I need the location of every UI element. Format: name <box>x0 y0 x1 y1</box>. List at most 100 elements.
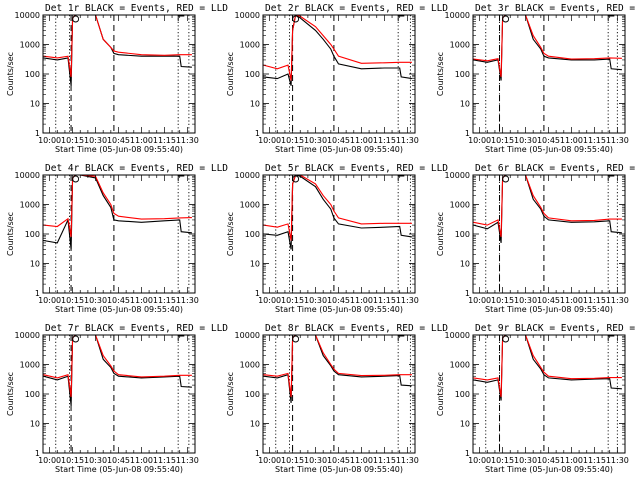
y-tick-label: 1000 <box>240 361 260 370</box>
y-axis-label: Counts/sec <box>6 372 15 416</box>
x-axis-label: Start Time (05-Jun-08 09:55:40) <box>275 305 403 314</box>
panel-det-6: Det 6r BLACK = Events, RED = LLD 1 10 100 10… <box>436 163 640 314</box>
y-tick-label: 10 <box>460 100 470 109</box>
y-axis-label: Counts/sec <box>436 372 445 416</box>
x-tick-label: 11:15 <box>583 456 606 465</box>
x-tick-label: 10:15 <box>61 296 84 305</box>
y-tick-label: 100 <box>25 230 40 239</box>
x-tick-label: 10:45 <box>107 296 130 305</box>
x-tick-label: 11:00 <box>560 456 583 465</box>
x-tick-label: 10:30 <box>84 456 107 465</box>
marker-bracket <box>607 175 615 181</box>
panel-det-5: Det 5r BLACK = Events, RED = LLD 1 10 100 10… <box>226 163 448 314</box>
y-tick-label: 1 <box>465 129 470 138</box>
panel-title: Det 5r BLACK = Events, RED = LLD <box>265 163 448 174</box>
y-axis-label: Counts/sec <box>226 212 235 256</box>
marker-circle <box>72 175 80 183</box>
lld-series-line <box>43 335 192 397</box>
x-tick-label: 10:30 <box>304 136 327 145</box>
series-group <box>43 335 192 406</box>
panel-title: Det 1r BLACK = Events, RED = LLD <box>45 3 228 14</box>
x-tick-label: 11:30 <box>396 296 419 305</box>
x-tick-label: 10:00 <box>468 136 491 145</box>
y-tick-label: 10000 <box>15 171 40 180</box>
x-tick-label: 10:30 <box>514 296 537 305</box>
lld-series-line <box>263 175 412 241</box>
x-tick-label: 11:00 <box>350 136 373 145</box>
plot-frame <box>42 334 196 454</box>
x-axis-label: Start Time (05-Jun-08 09:55:40) <box>485 145 613 154</box>
panel-det-4: Det 4r BLACK = Events, RED = LLD 1 10 100 10… <box>6 163 228 314</box>
x-tick-label: 10:45 <box>107 136 130 145</box>
events-series-line <box>43 15 192 86</box>
x-tick-label: 11:30 <box>606 136 629 145</box>
y-tick-label: 10000 <box>15 331 40 340</box>
x-tick-label: 10:15 <box>491 136 514 145</box>
y-tick-label: 100 <box>245 230 260 239</box>
lld-series-line <box>43 15 192 77</box>
plot-frame <box>472 14 626 134</box>
lld-series-line <box>263 335 412 397</box>
x-tick-label: 10:30 <box>84 296 107 305</box>
panel-title: Det 2r BLACK = Events, RED = LLD <box>265 3 448 14</box>
y-tick-label: 10 <box>250 100 260 109</box>
lld-series-line <box>263 15 412 81</box>
events-series-line <box>43 335 192 406</box>
marker-circle <box>292 175 300 183</box>
x-tick-label: 11:00 <box>130 296 153 305</box>
marker-bracket <box>397 175 405 181</box>
x-tick-label: 10:15 <box>281 296 304 305</box>
y-tick-label: 1000 <box>450 41 470 50</box>
marker-circle <box>292 335 300 343</box>
marker-bracket <box>177 15 185 21</box>
plot-frame <box>472 334 626 454</box>
y-tick-label: 10000 <box>235 171 260 180</box>
x-tick-label: 11:15 <box>373 136 396 145</box>
x-tick-label: 10:30 <box>514 136 537 145</box>
x-axis-label: Start Time (05-Jun-08 09:55:40) <box>55 465 183 474</box>
series-group <box>473 15 622 81</box>
y-tick-label: 1 <box>35 289 40 298</box>
x-tick-label: 10:15 <box>281 136 304 145</box>
series-group <box>43 15 192 86</box>
y-axis-label: Counts/sec <box>436 212 445 256</box>
x-tick-label: 10:00 <box>258 296 281 305</box>
y-axis-label: Counts/sec <box>226 372 235 416</box>
x-axis-label: Start Time (05-Jun-08 09:55:40) <box>275 145 403 154</box>
x-axis-label: Start Time (05-Jun-08 09:55:40) <box>485 465 613 474</box>
marker-circle <box>502 335 510 343</box>
x-tick-label: 10:30 <box>514 456 537 465</box>
series-group <box>43 175 192 250</box>
x-tick-label: 11:00 <box>130 136 153 145</box>
y-axis-label: Counts/sec <box>436 52 445 96</box>
x-tick-label: 10:30 <box>304 456 327 465</box>
lld-series-line <box>473 335 622 397</box>
y-tick-label: 1000 <box>20 201 40 210</box>
x-tick-label: 10:45 <box>537 456 560 465</box>
y-axis-label: Counts/sec <box>6 212 15 256</box>
y-tick-label: 100 <box>25 70 40 79</box>
x-tick-label: 10:30 <box>304 296 327 305</box>
x-tick-label: 11:15 <box>373 296 396 305</box>
events-series-line <box>263 335 412 403</box>
x-tick-label: 11:30 <box>606 296 629 305</box>
y-tick-label: 1000 <box>240 201 260 210</box>
x-tick-label: 11:30 <box>606 456 629 465</box>
panel-title: Det 9r BLACK = Events, RED = LLD <box>475 323 640 334</box>
series-group <box>263 175 412 250</box>
x-tick-label: 10:45 <box>327 136 350 145</box>
y-tick-label: 10000 <box>445 171 470 180</box>
y-axis-label: Counts/sec <box>6 52 15 96</box>
x-tick-label: 10:15 <box>491 296 514 305</box>
lld-series-line <box>473 175 622 237</box>
x-tick-label: 10:45 <box>107 456 130 465</box>
x-tick-label: 11:15 <box>153 136 176 145</box>
panel-det-8: Det 8r BLACK = Events, RED = LLD 1 10 100 10… <box>226 323 448 474</box>
series-group <box>473 175 622 243</box>
y-tick-label: 100 <box>455 390 470 399</box>
x-tick-label: 10:30 <box>84 136 107 145</box>
marker-bracket <box>607 15 615 21</box>
x-tick-label: 11:30 <box>396 136 419 145</box>
x-tick-label: 10:15 <box>281 456 304 465</box>
events-series-line <box>43 175 192 250</box>
